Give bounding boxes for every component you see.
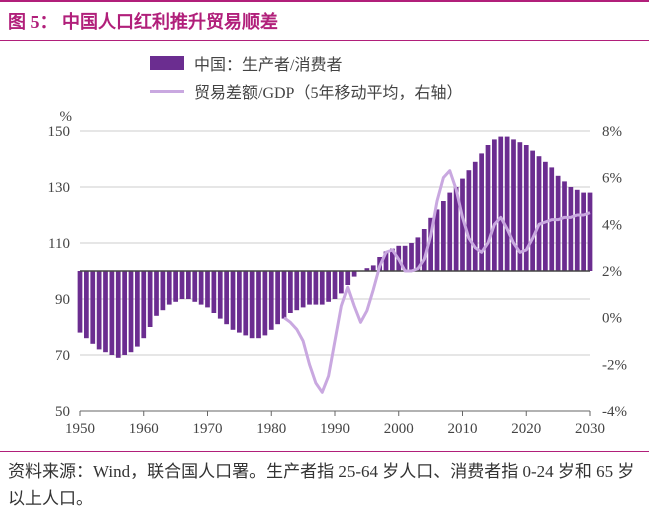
svg-text:130: 130 — [48, 180, 71, 196]
svg-text:2020: 2020 — [511, 421, 541, 437]
svg-text:110: 110 — [48, 236, 70, 252]
figure-title: 中国人口红利推升贸易顺差 — [62, 12, 278, 32]
svg-text:1990: 1990 — [320, 421, 350, 437]
chart-area: 中国：生产者/消费者 贸易差额/GDP（5年移动平均，右轴） 50 70 90 110… — [0, 41, 649, 451]
svg-text:-2%: -2% — [602, 357, 627, 373]
figure-title-row: 图 5： 中国人口红利推升贸易顺差 — [0, 0, 649, 41]
legend-item-line: 贸易差额/GDP（5年移动平均，右轴） — [150, 79, 462, 103]
svg-text:150: 150 — [48, 124, 71, 140]
source-note: 资料来源：Wind，联合国人口署。生产者指 25-64 岁人口、消费者指 0-2… — [0, 451, 649, 520]
svg-text:2030: 2030 — [575, 421, 605, 437]
svg-text:6%: 6% — [602, 171, 622, 187]
svg-text:-4%: -4% — [602, 404, 627, 420]
svg-text:0%: 0% — [602, 311, 622, 327]
svg-text:1980: 1980 — [256, 421, 286, 437]
svg-text:2010: 2010 — [448, 421, 478, 437]
svg-text:%: % — [60, 109, 73, 125]
figure-frame: 图 5： 中国人口红利推升贸易顺差 中国：生产者/消费者 贸易差额/GDP（5年… — [0, 0, 649, 520]
svg-text:50: 50 — [55, 404, 70, 420]
svg-text:1960: 1960 — [129, 421, 159, 437]
legend-line-label: 贸易差额/GDP（5年移动平均，右轴） — [194, 79, 462, 103]
legend-swatch-bar — [150, 56, 184, 70]
svg-text:1950: 1950 — [65, 421, 95, 437]
legend: 中国：生产者/消费者 贸易差额/GDP（5年移动平均，右轴） — [150, 51, 462, 107]
svg-text:4%: 4% — [602, 217, 622, 233]
figure-number: 图 5： — [8, 12, 58, 32]
svg-text:8%: 8% — [602, 124, 622, 140]
svg-text:90: 90 — [55, 292, 70, 308]
legend-swatch-line — [150, 90, 184, 93]
svg-text:2%: 2% — [602, 264, 622, 280]
svg-text:1970: 1970 — [193, 421, 223, 437]
svg-text:2000: 2000 — [384, 421, 414, 437]
legend-item-bars: 中国：生产者/消费者 — [150, 51, 462, 75]
legend-bar-label: 中国：生产者/消费者 — [194, 51, 342, 75]
svg-text:70: 70 — [55, 348, 70, 364]
